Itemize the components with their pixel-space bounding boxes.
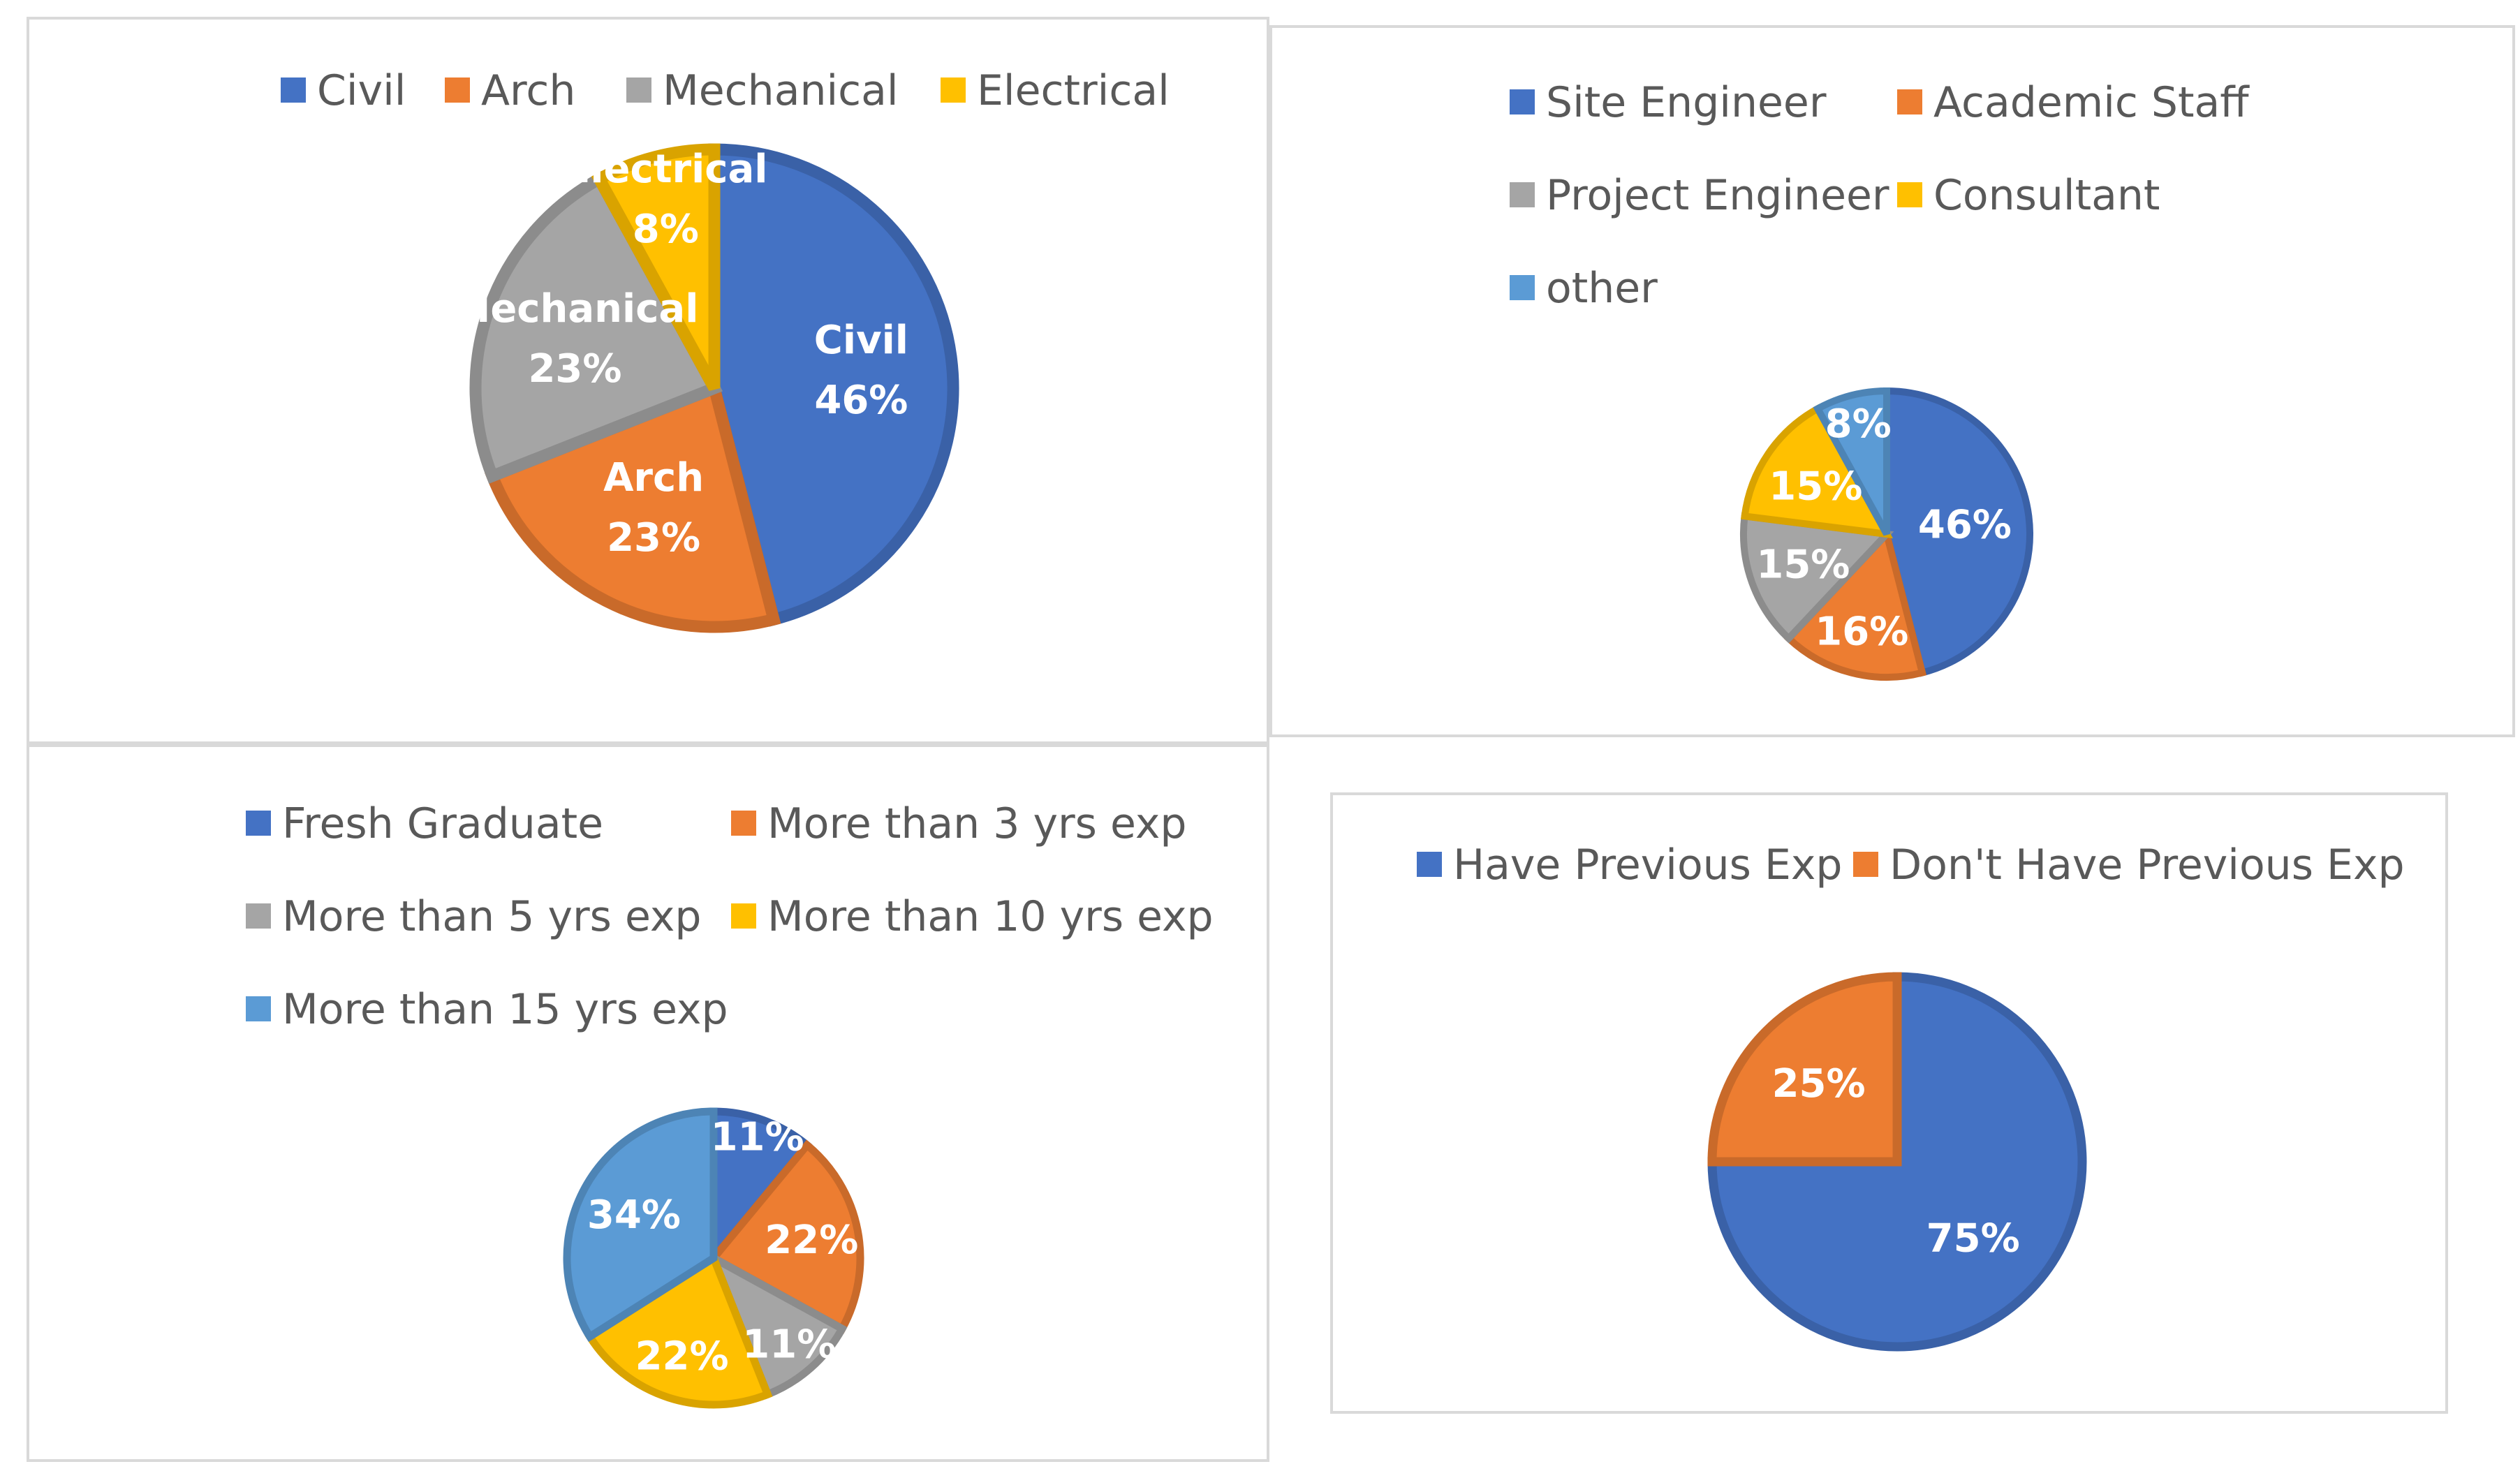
pie-chart: Civil 46% Arch 23% Mechanical 23% Electrical 8% [452, 143, 959, 633]
pie-slice-project-engineer [1740, 512, 1894, 644]
legend-item-site-engineer: Site Engineer [1510, 78, 1826, 127]
data-label-electrical: Electrical 8% [563, 147, 767, 252]
legend-label: Fresh Graduate [282, 799, 604, 848]
data-label-mechanical: Mechanical 23% [452, 286, 699, 392]
legend-swatch [246, 903, 271, 929]
legend-swatch [1853, 852, 1878, 878]
legend-item-more-than-15-yrs-exp: More than 15 yrs exp [246, 985, 728, 1034]
pie-slice-more-than-15-yrs-exp [563, 1107, 718, 1343]
legend-swatch [246, 811, 271, 836]
legend-label: Consultant [1933, 171, 2160, 220]
legend-swatch [1897, 182, 1922, 208]
legend-label: More than 5 yrs exp [282, 892, 702, 941]
data-label-more-than-10-yrs-exp: 22% [635, 1333, 729, 1379]
legend-label: Project Engineer [1546, 171, 1889, 220]
data-label-don-t-have-previous-exp: 25% [1772, 1061, 1866, 1107]
pie-slice-mechanical [469, 170, 723, 484]
legend-label: Don't Have Previous Exp [1889, 841, 2405, 889]
legend-label: other [1546, 264, 1658, 313]
pie-slice-other [1813, 387, 1890, 536]
legend-item-arch: Arch [445, 66, 575, 115]
legend-swatch [445, 77, 470, 103]
legend-swatch [1510, 89, 1535, 115]
data-label-more-than-5-yrs-exp: 11% [742, 1322, 836, 1368]
pie-chart: 11% 22% 11% 22% 34% [563, 1107, 864, 1409]
pie-slice-more-than-10-yrs-exp [584, 1252, 773, 1409]
legend-item-consultant: Consultant [1897, 171, 2160, 220]
legend-item-more-than-5-yrs-exp: More than 5 yrs exp [246, 892, 701, 941]
data-label-more-than-15-yrs-exp: 34% [587, 1192, 681, 1238]
pie-slice-arch [484, 380, 781, 633]
legend-label: Academic Staff [1933, 78, 2249, 127]
chart-panel-experience-years: Fresh Graduate More than 3 yrs exp More th… [27, 744, 1269, 1462]
legend-swatch [1510, 182, 1535, 208]
legend-label: Mechanical [663, 66, 899, 115]
legend-item-don-t-have-previous-exp: Don't Have Previous Exp [1853, 841, 2405, 889]
data-label-civil: Civil 46% [814, 318, 908, 423]
legend-item-academic-staff: Academic Staff [1897, 78, 2249, 127]
pie-slice-more-than-3-yrs-exp [707, 1139, 864, 1334]
pie-slice-more-than-5-yrs-exp [706, 1249, 848, 1400]
pie-slice-academic-staff [1783, 526, 1927, 681]
legend-item-mechanical: Mechanical [626, 66, 899, 115]
legend-label: Civil [317, 66, 406, 115]
legend-swatch [246, 996, 271, 1022]
chart-panel-job-position: Site Engineer Academic Staff Project Engin… [1269, 25, 2515, 737]
legend-item-electrical: Electrical [941, 66, 1170, 115]
legend-swatch [281, 77, 306, 103]
pie-slice-fresh-graduate [709, 1107, 813, 1269]
data-label-site-engineer: 46% [1918, 503, 2012, 548]
legend-item-civil: Civil [281, 66, 406, 115]
data-label-more-than-3-yrs-exp: 22% [765, 1218, 858, 1263]
pie-slice-consultant [1741, 404, 1894, 539]
legend-item-more-than-3-yrs-exp: More than 3 yrs exp [731, 799, 1186, 848]
data-label-have-previous-exp: 75% [1926, 1215, 2020, 1261]
pie-slice-don-t-have-previous-exp [1707, 972, 1902, 1167]
legend-item-other: other [1510, 264, 1658, 313]
legend-label: Arch [481, 66, 576, 115]
legend-swatch [941, 77, 966, 103]
legend-swatch [1510, 275, 1535, 301]
data-label-fresh-graduate: 11% [711, 1115, 804, 1160]
legend-label: More than 15 yrs exp [282, 985, 728, 1034]
data-label-other: 8% [1825, 401, 1892, 447]
pie-slice-civil [708, 143, 959, 627]
pie-chart: 75% 25% [1707, 972, 2087, 1352]
data-label-academic-staff: 16% [1815, 609, 1908, 655]
data-label-arch: Arch 23% [603, 455, 704, 561]
legend-label: Site Engineer [1546, 78, 1827, 127]
legend-item-fresh-graduate: Fresh Graduate [246, 799, 603, 848]
legend-label: More than 3 yrs exp [767, 799, 1187, 848]
legend-swatch [731, 811, 756, 836]
legend-label: Have Previous Exp [1453, 841, 1843, 889]
pie-slice-site-engineer [1883, 387, 2033, 677]
data-label-project-engineer: 15% [1756, 542, 1850, 588]
legend-item-have-previous-exp: Have Previous Exp [1417, 841, 1843, 889]
legend-swatch [626, 77, 651, 103]
chart-panel-department: Civil Arch Mechanical Electrical Civil 46% Ar… [27, 17, 1269, 744]
chart-panel-previous-experience: Have Previous Exp Don't Have Previous Exp… [1330, 792, 2448, 1414]
legend-label: Electrical [977, 66, 1170, 115]
legend-swatch [1417, 852, 1442, 878]
legend-item-more-than-10-yrs-exp: More than 10 yrs exp [731, 892, 1214, 941]
legend-swatch [731, 903, 756, 929]
legend-label: More than 10 yrs exp [767, 892, 1214, 941]
pie-chart: 46% 16% 15% 15% 8% [1740, 387, 2033, 681]
legend-item-project-engineer: Project Engineer [1510, 171, 1889, 220]
pie-slice-electrical [591, 143, 721, 392]
data-label-consultant: 15% [1769, 464, 1862, 510]
legend-swatch [1897, 89, 1922, 115]
